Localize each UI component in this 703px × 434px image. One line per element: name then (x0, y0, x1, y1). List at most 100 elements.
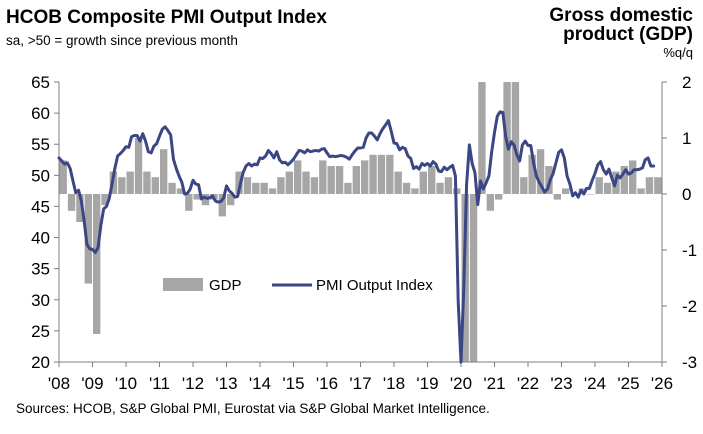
x-tick-label: '14 (249, 374, 271, 393)
gdp-bar (520, 177, 528, 194)
x-tick-label: '09 (81, 374, 103, 393)
gdp-bar (76, 194, 84, 222)
gdp-bar (185, 194, 193, 211)
gdp-bar (562, 188, 570, 194)
gdp-bar (511, 82, 520, 194)
left-tick-label: 35 (31, 260, 50, 279)
left-tick-label: 50 (31, 166, 50, 185)
gdp-bar (654, 177, 662, 194)
x-tick-label: '13 (215, 374, 237, 393)
gdp-bar (335, 166, 344, 194)
gdp-bar (302, 171, 310, 194)
gdp-bar (176, 188, 185, 194)
left-tick-label: 40 (31, 229, 50, 248)
gdp-bar (310, 177, 319, 194)
gdp-bar (386, 154, 394, 194)
gdp-bar (361, 160, 369, 194)
gdp-bar (352, 166, 360, 194)
gdp-bar (428, 166, 436, 194)
chart-title: HCOB Composite PMI Output Index (6, 7, 327, 28)
chart-subtitle: sa, >50 = growth since previous month (6, 33, 238, 48)
x-tick-label: '08 (48, 374, 70, 393)
gdp-bar (629, 160, 637, 194)
gdp-bar (436, 182, 444, 194)
gdp-bar (469, 194, 478, 362)
gdp-bar (160, 149, 168, 194)
gdp-bar (59, 160, 67, 194)
gdp-bar (419, 171, 427, 194)
left-tick-label: 30 (31, 291, 50, 310)
gdp-bar (101, 194, 109, 206)
gdp-bar (143, 171, 151, 194)
gdp-bar (369, 154, 377, 194)
gdp-bar (620, 166, 628, 194)
left-tick-label: 60 (31, 104, 50, 123)
left-tick-label: 55 (31, 135, 50, 154)
gdp-bar (126, 171, 134, 194)
gdp-bar (285, 171, 293, 194)
gdp-bar (235, 171, 243, 194)
gdp-bar (277, 177, 285, 194)
gdp-bar (637, 188, 645, 194)
gdp-bar (402, 182, 411, 194)
gdp-bar (486, 194, 494, 211)
gdp-bar (327, 166, 335, 194)
gdp-bar (84, 194, 92, 284)
left-tick-label: 65 (31, 73, 50, 92)
x-tick-label: '25 (617, 374, 639, 393)
gdp-bar (319, 160, 327, 194)
right-tick-label: -2 (682, 297, 697, 316)
x-tick-label: '21 (483, 374, 505, 393)
gdp-bar (603, 182, 612, 194)
x-tick-label: '11 (149, 374, 170, 393)
gdp-bar (595, 177, 603, 194)
gdp-bar (227, 194, 235, 206)
axes (54, 81, 667, 367)
x-tick-label: '18 (383, 374, 405, 393)
gdp-bar (93, 194, 101, 334)
right-axis-units: %q/q (663, 45, 693, 60)
gdp-bar (444, 177, 453, 194)
right-axis-title-line2: product (GDP) (563, 24, 693, 45)
x-tick-label: '19 (416, 374, 438, 393)
x-tick-label: '10 (115, 374, 137, 393)
gdp-bar (134, 138, 143, 194)
x-tick-label: '26 (651, 374, 673, 393)
gdp-bar (168, 182, 176, 194)
x-tick-label: '17 (349, 374, 371, 393)
gdp-bar (252, 182, 260, 194)
legend: GDP PMI Output Index (163, 277, 433, 294)
gdp-bar (151, 177, 159, 194)
legend-gdp-swatch (163, 278, 203, 291)
gdp-bar (268, 188, 277, 194)
gdp-bar (394, 171, 402, 194)
pmi-line-series (57, 110, 656, 364)
pmi-line (57, 110, 656, 364)
source-note: Sources: HCOB, S&P Global PMI, Eurostat … (16, 401, 490, 416)
right-tick-label: 1 (682, 129, 691, 148)
gdp-bar (411, 188, 419, 194)
gdp-bar (553, 194, 561, 200)
gdp-bar (587, 194, 595, 195)
right-tick-label: -1 (682, 241, 697, 260)
x-tick-label: '16 (316, 374, 338, 393)
tick-labels: 65 60 55 50 45 40 35 30 25 20 2 1 0 -1 -2 -3 '08 '09 '10 '1… (31, 73, 697, 393)
gdp-bar (536, 149, 545, 194)
right-tick-label: 2 (682, 73, 691, 92)
left-tick-label: 25 (31, 322, 50, 341)
gdp-bar (243, 177, 252, 194)
gdp-bar (478, 82, 486, 194)
gdp-bar (495, 194, 503, 200)
gdp-bar (260, 182, 268, 194)
gdp-bar (67, 194, 76, 211)
legend-pmi-label: PMI Output Index (316, 277, 433, 294)
gdp-bar (201, 194, 210, 206)
gdp-bar (193, 194, 201, 200)
left-tick-label: 45 (31, 197, 50, 216)
x-tick-label: '22 (517, 374, 539, 393)
gdp-bar (377, 154, 386, 194)
gdp-bar (528, 154, 536, 194)
x-tick-label: '12 (182, 374, 204, 393)
x-tick-label: '20 (450, 374, 472, 393)
right-axis-title-line1: Gross domestic (549, 5, 693, 26)
